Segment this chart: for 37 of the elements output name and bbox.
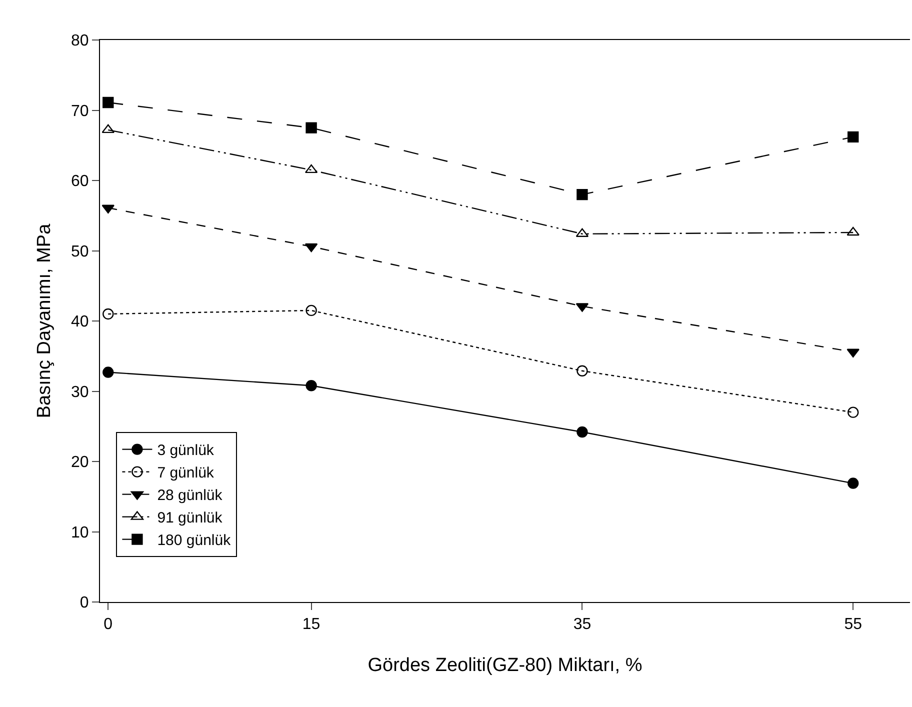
legend-label: 91 günlük [157, 510, 223, 527]
y-tick-label: 70 [71, 102, 89, 120]
y-tick-label: 50 [71, 243, 89, 260]
point [576, 365, 588, 376]
y-tick-label: 40 [71, 314, 89, 331]
legend-label: 3 günlük [157, 442, 214, 460]
point [576, 426, 588, 438]
x-axis-title: Gördes Zeoliti(GZ-80) Miktarı, % [368, 655, 642, 676]
point [306, 304, 317, 316]
point [306, 380, 317, 392]
legend-label: 7 günlük [157, 464, 214, 482]
point [102, 308, 114, 320]
point [102, 124, 114, 134]
legend-label: 180 günlük [157, 532, 232, 550]
point [576, 188, 588, 200]
point [304, 164, 318, 174]
y-tick-label: 60 [71, 173, 89, 190]
point [304, 243, 318, 252]
point [848, 131, 859, 143]
point [848, 406, 859, 418]
y-tick-label: 80 [71, 32, 89, 50]
point [846, 348, 860, 358]
x-tick-label: 55 [844, 616, 862, 634]
y-tick-label: 10 [71, 524, 89, 542]
legend-label: 28 günlük [157, 487, 223, 504]
x-tick-label: 35 [573, 616, 592, 634]
point [848, 478, 859, 489]
x-tick-label: 0 [104, 616, 113, 634]
point [102, 96, 114, 108]
y-axis-title: Basınç Dayanımı, MPa [34, 223, 55, 418]
y-tick-label: 30 [71, 384, 89, 401]
point [102, 366, 114, 378]
y-tick-label: 20 [71, 454, 89, 472]
y-tick-label: 0 [80, 594, 89, 612]
point [846, 226, 860, 236]
point [306, 122, 317, 134]
x-tick-label: 15 [302, 616, 320, 634]
